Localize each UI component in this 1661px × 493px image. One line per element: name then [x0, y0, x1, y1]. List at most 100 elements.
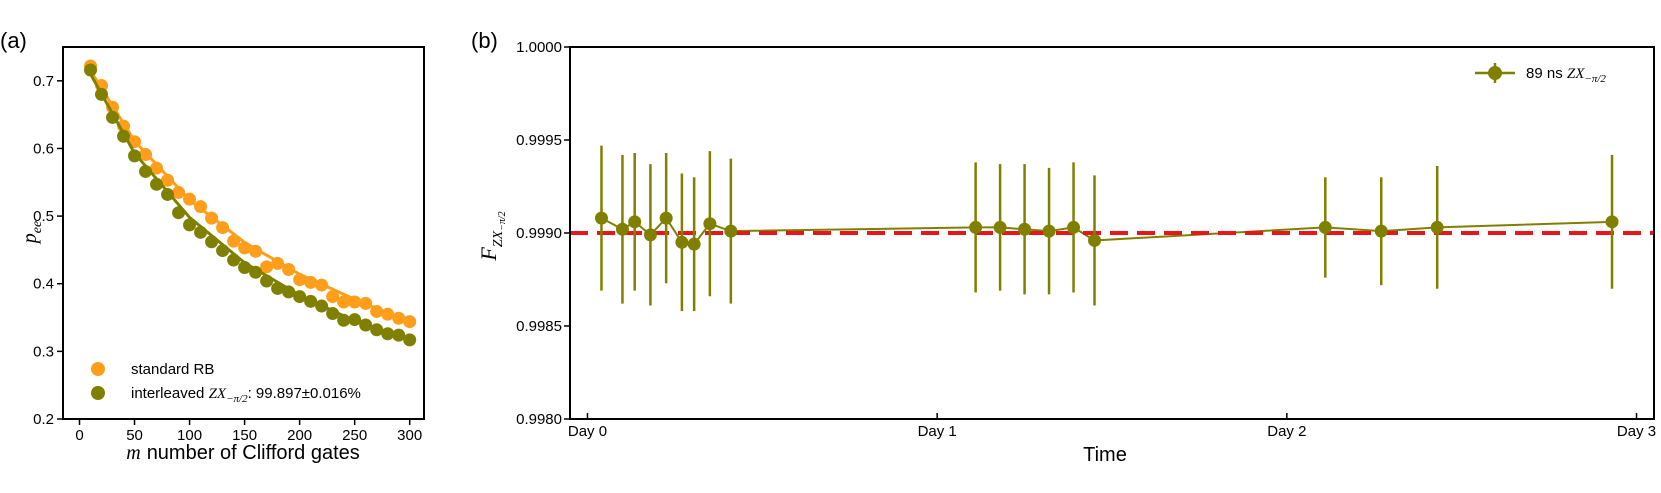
- x-tick-label-b: Day 0: [568, 423, 607, 440]
- y-tick-label-a: 0.5: [33, 208, 54, 225]
- data-point-interleaved: [403, 333, 417, 347]
- panel-a-y-sub: ee: [30, 221, 45, 233]
- x-tick-label-a: 300: [397, 427, 422, 444]
- data-point-interleaved: [139, 164, 153, 178]
- data-point-89ns: [1374, 224, 1388, 238]
- data-point-standard: [139, 148, 153, 162]
- data-point-89ns: [724, 224, 738, 238]
- data-point-interleaved: [293, 290, 307, 304]
- y-tick-label-a: 0.2: [33, 411, 54, 428]
- panel-a-legend: standard RB interleaved ZX−π/2: 99.897±0…: [91, 361, 361, 405]
- data-point-interleaved: [161, 187, 175, 201]
- legend-interleaved-math: ZX: [209, 386, 227, 402]
- panel-b-y-sub: ZX: [491, 230, 506, 247]
- panel-b-y-axis-title: FZX−π/2: [476, 211, 508, 261]
- data-point-standard: [227, 234, 241, 248]
- x-tick-label-a: 200: [287, 427, 312, 444]
- x-tick-label-b: Day 2: [1267, 423, 1306, 440]
- panel-a-y-var: p: [19, 233, 41, 245]
- data-point-interleaved: [216, 244, 230, 258]
- data-point-standard: [150, 161, 164, 175]
- data-point-standard: [370, 304, 384, 318]
- x-tick-label-a: 0: [75, 427, 83, 444]
- y-tick-label-a: 0.7: [33, 73, 54, 90]
- panel-b-legend: 89 ns ZX−π/2: [1475, 63, 1606, 85]
- data-point-89ns: [675, 235, 689, 249]
- data-point-89ns: [1088, 233, 1102, 247]
- data-point-standard: [326, 290, 340, 304]
- data-point-interleaved: [84, 63, 98, 77]
- data-point-interleaved: [95, 87, 109, 101]
- panel-b-y-var: F: [476, 247, 501, 262]
- y-tick-label-a: 0.6: [33, 140, 54, 157]
- legend-89ns-math: ZX: [1567, 66, 1585, 82]
- panel-a-marks: [84, 59, 417, 347]
- data-point-interleaved: [359, 318, 373, 332]
- legend-interleaved-sub: −π/2: [226, 393, 248, 405]
- series-line-89ns: [601, 216, 1613, 246]
- data-point-89ns: [969, 220, 983, 234]
- panel-a-ticks: 0 50 100 150 200 250 300 0.2 0.3 0.4 0.5 0.6 0.7: [33, 73, 422, 444]
- y-tick-label-b: 1.0000: [516, 39, 562, 56]
- data-point-standard: [249, 244, 263, 258]
- panel-a-label: (a): [0, 28, 27, 53]
- panel-b: (b) Day 0 Day 1 Day 2 Day 3 0.9980 0.9985 0.99…: [471, 28, 1656, 466]
- data-point-89ns: [687, 237, 701, 251]
- legend-marker-standard-rb: [91, 362, 105, 376]
- data-point-interleaved: [227, 253, 241, 267]
- data-point-interleaved: [315, 299, 329, 313]
- data-point-interleaved: [106, 110, 120, 124]
- data-point-interleaved: [282, 285, 296, 299]
- svg-text:pee: pee: [19, 221, 45, 245]
- x-tick-label-b: Day 1: [918, 423, 957, 440]
- legend-label-standard-rb: standard RB: [131, 361, 214, 378]
- data-point-interleaved: [370, 323, 384, 337]
- panel-a-frame: [62, 46, 425, 420]
- data-point-interleaved: [381, 327, 395, 341]
- panel-b-marks: [570, 145, 1654, 312]
- panel-a-y-axis-title: pee: [19, 221, 45, 245]
- fit-line-standard: [89, 69, 411, 324]
- data-point-interleaved: [150, 177, 164, 191]
- x-tick-label-a: 50: [126, 427, 143, 444]
- svg-text:FZX−π/2: FZX−π/2: [476, 211, 508, 261]
- data-point-standard: [359, 296, 373, 310]
- panel-a: (a) 0 50 100 150 200 250 300 0.2 0.3 0.4 0.5 0.6 0.7…: [0, 28, 425, 464]
- data-point-89ns: [1318, 220, 1332, 234]
- legend-marker-interleaved: [91, 386, 105, 400]
- data-point-89ns: [659, 211, 673, 225]
- data-point-89ns: [643, 228, 657, 242]
- x-tick-label-a: 150: [232, 427, 257, 444]
- data-point-standard: [282, 263, 296, 277]
- data-point-interleaved: [194, 225, 208, 239]
- x-tick-label-a: 100: [177, 427, 202, 444]
- data-point-interleaved: [348, 313, 362, 327]
- data-point-89ns: [1430, 220, 1444, 234]
- panel-b-y-subsub: −π/2: [497, 211, 508, 231]
- legend-marker-89ns: [1488, 66, 1502, 80]
- y-tick-label-b: 0.9980: [516, 411, 562, 428]
- data-point-interleaved: [238, 260, 252, 274]
- data-point-89ns: [615, 222, 629, 236]
- y-tick-label-a: 0.4: [33, 276, 54, 293]
- legend-label-89ns: 89 ns ZX−π/2: [1526, 65, 1606, 85]
- data-point-interleaved: [260, 274, 274, 288]
- data-point-standard: [304, 275, 318, 289]
- data-point-standard: [381, 307, 395, 321]
- data-point-89ns: [1018, 222, 1032, 236]
- data-point-89ns: [1042, 224, 1056, 238]
- data-point-standard: [348, 295, 362, 309]
- data-point-interleaved: [337, 313, 351, 327]
- panel-a-x-var: m: [126, 442, 140, 464]
- data-point-standard: [260, 260, 274, 274]
- legend-89ns-sub: −π/2: [1584, 73, 1606, 85]
- legend-interleaved-suffix: : 99.897±0.016%: [248, 385, 361, 402]
- data-point-interleaved: [392, 328, 406, 342]
- x-tick-label-b: Day 3: [1617, 423, 1656, 440]
- data-point-standard: [293, 273, 307, 287]
- legend-89ns-prefix: 89 ns: [1526, 65, 1567, 82]
- data-point-interleaved: [183, 218, 197, 232]
- data-point-89ns: [703, 217, 717, 231]
- data-point-interleaved: [249, 265, 263, 279]
